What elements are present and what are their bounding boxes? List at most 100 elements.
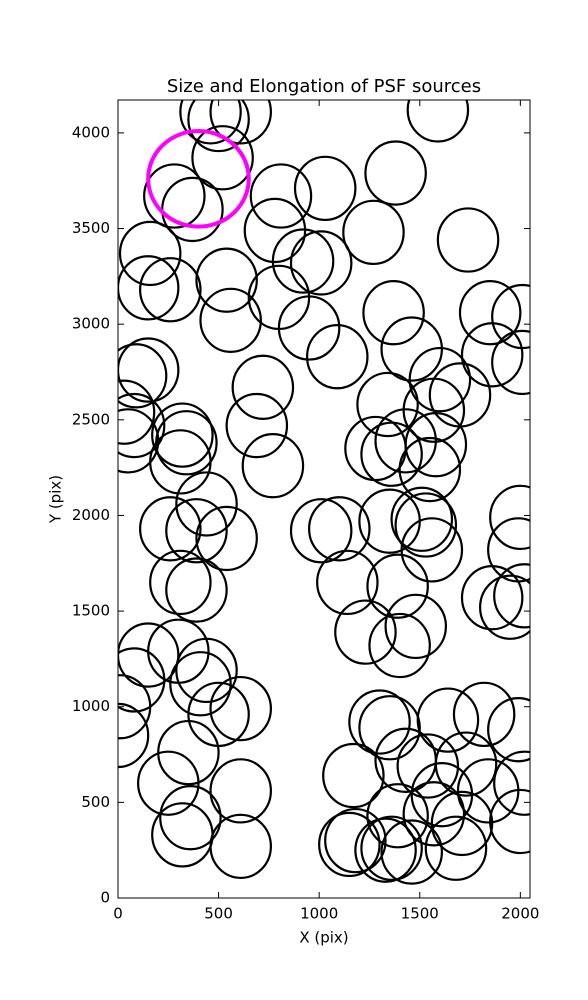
chart-title: Size and Elongation of PSF sources <box>167 76 481 97</box>
psf-source <box>118 702 150 769</box>
psf-source <box>308 496 371 562</box>
psf-source <box>356 371 419 438</box>
psf-source <box>408 346 472 413</box>
psf-source <box>360 421 423 487</box>
psf-source <box>241 433 305 499</box>
psf-source <box>191 125 254 191</box>
psf-source <box>139 257 202 323</box>
psf-source <box>406 100 470 143</box>
psf-source <box>118 220 182 287</box>
psf-source <box>293 155 357 222</box>
psf-source <box>354 817 417 883</box>
psf-source <box>396 733 460 799</box>
axes-frame <box>117 99 531 899</box>
psf-source <box>118 337 180 403</box>
psf-source <box>458 280 522 346</box>
psf-source <box>289 498 353 564</box>
psf-source <box>179 100 242 145</box>
psf-source <box>489 484 530 551</box>
plot-area <box>118 100 530 885</box>
psf-source <box>424 815 488 881</box>
psf-source <box>175 637 238 704</box>
x-axis-label: X (pix) <box>299 929 348 947</box>
psf-source <box>175 471 238 537</box>
psf-source <box>491 329 530 396</box>
psf-source <box>149 549 212 616</box>
psf-source <box>394 492 458 558</box>
psf-source <box>362 280 425 346</box>
psf-source <box>436 207 500 273</box>
psf-source <box>366 783 429 849</box>
psf-source <box>118 674 152 740</box>
x-tick-label: 1000 <box>300 905 338 923</box>
psf-source <box>489 788 530 855</box>
psf-source <box>334 599 397 665</box>
psf-source <box>277 295 341 361</box>
psf-source <box>118 343 168 409</box>
psf-source <box>165 557 228 623</box>
x-tick-label: 1500 <box>401 905 439 923</box>
psf-source <box>118 622 180 688</box>
psf-source <box>348 689 411 755</box>
psf-source <box>318 811 381 878</box>
y-tick-label: 2500 <box>72 410 110 428</box>
y-tick-label: 0 <box>100 889 110 907</box>
psf-source <box>402 781 466 847</box>
psf-source <box>479 574 530 640</box>
psf-source <box>199 287 262 354</box>
psf-source <box>146 128 251 229</box>
x-tick-label: 500 <box>204 905 233 923</box>
psf-source <box>231 354 295 420</box>
psf-source <box>225 392 289 459</box>
psf-source <box>380 819 443 885</box>
psf-source <box>137 750 200 816</box>
psf-source <box>398 436 462 503</box>
y-tick-label: 4000 <box>72 123 110 141</box>
psf-source <box>342 199 405 266</box>
psf-source <box>364 140 427 206</box>
psf-source <box>118 379 156 445</box>
psf-source <box>151 402 214 468</box>
psf-source <box>209 758 272 824</box>
psf-source <box>139 496 202 562</box>
psf-source <box>493 563 530 629</box>
psf-source <box>195 247 258 313</box>
psf-source <box>271 228 335 294</box>
psf-source <box>360 815 423 881</box>
y-tick-label: 500 <box>81 793 110 811</box>
psf-source <box>322 742 385 809</box>
psf-source <box>118 255 180 321</box>
psf-source <box>390 486 454 552</box>
y-tick-label: 3500 <box>72 219 110 237</box>
psf-source <box>149 429 212 495</box>
psf-source <box>165 498 228 564</box>
psf-source <box>460 322 524 388</box>
psf-source <box>169 651 232 717</box>
psf-source <box>209 813 272 880</box>
psf-source <box>306 324 369 390</box>
psf-source <box>187 100 250 153</box>
y-tick-label: 3000 <box>72 315 110 333</box>
psf-source <box>316 549 379 616</box>
psf-source <box>249 163 313 229</box>
x-tick-label: 2000 <box>501 905 539 923</box>
psf-source <box>430 790 494 857</box>
psf-source <box>487 697 530 763</box>
psf-source <box>358 695 421 761</box>
psf-source <box>324 807 387 874</box>
psf-source <box>289 230 353 296</box>
psf-source <box>209 100 272 145</box>
psf-source <box>452 681 516 748</box>
x-tick-label: 0 <box>113 905 123 923</box>
psf-source <box>195 505 258 572</box>
psf-source <box>416 687 480 753</box>
y-tick-label: 1500 <box>72 602 110 620</box>
psf-source <box>143 163 206 229</box>
psf-source <box>159 785 222 851</box>
psf-source <box>209 675 272 742</box>
psf-source <box>400 517 464 583</box>
y-tick-label: 1000 <box>72 697 110 715</box>
psf-source <box>368 612 431 679</box>
